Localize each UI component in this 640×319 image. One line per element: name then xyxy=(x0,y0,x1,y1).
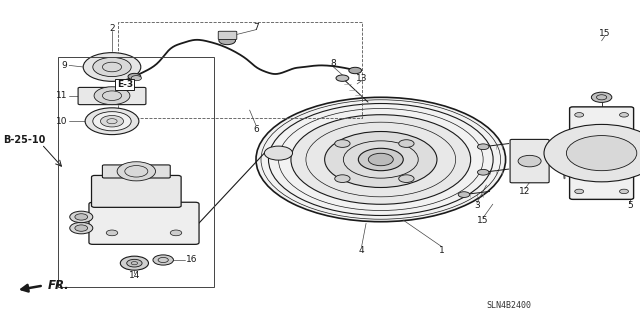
Text: 2: 2 xyxy=(109,24,115,33)
Circle shape xyxy=(70,211,93,223)
Text: 13: 13 xyxy=(122,83,134,92)
Text: 13: 13 xyxy=(356,74,367,83)
Text: 16: 16 xyxy=(186,256,197,264)
Circle shape xyxy=(477,169,489,175)
Circle shape xyxy=(153,255,173,265)
Circle shape xyxy=(518,155,541,167)
Circle shape xyxy=(544,124,640,182)
Bar xyxy=(58,57,214,287)
Circle shape xyxy=(566,136,637,171)
Circle shape xyxy=(219,36,236,45)
Text: 7: 7 xyxy=(253,23,259,32)
Text: SLN4B2400: SLN4B2400 xyxy=(486,301,531,310)
Circle shape xyxy=(264,146,292,160)
Circle shape xyxy=(256,97,506,222)
Text: FR.: FR. xyxy=(48,279,70,292)
FancyBboxPatch shape xyxy=(570,107,634,199)
Text: 14: 14 xyxy=(129,271,140,280)
Circle shape xyxy=(94,87,130,105)
Circle shape xyxy=(620,189,628,194)
Circle shape xyxy=(591,92,612,102)
Text: 11: 11 xyxy=(56,91,67,100)
Circle shape xyxy=(83,53,141,81)
Text: B-25-10: B-25-10 xyxy=(3,135,45,145)
Text: 3: 3 xyxy=(474,201,479,210)
Circle shape xyxy=(477,144,489,150)
Text: 8: 8 xyxy=(330,59,335,68)
Circle shape xyxy=(575,113,584,117)
Circle shape xyxy=(93,112,131,131)
FancyBboxPatch shape xyxy=(102,165,170,178)
Circle shape xyxy=(120,256,148,270)
Circle shape xyxy=(75,214,88,220)
Circle shape xyxy=(335,175,350,182)
FancyBboxPatch shape xyxy=(89,202,199,244)
FancyBboxPatch shape xyxy=(78,87,146,105)
Text: 6: 6 xyxy=(253,125,259,134)
Text: 12: 12 xyxy=(519,187,531,196)
Circle shape xyxy=(106,230,118,236)
Circle shape xyxy=(117,162,156,181)
Text: 1: 1 xyxy=(439,246,444,255)
Circle shape xyxy=(399,140,414,147)
Circle shape xyxy=(368,153,393,166)
Text: 5: 5 xyxy=(628,201,633,210)
Circle shape xyxy=(93,57,131,77)
FancyBboxPatch shape xyxy=(218,31,237,40)
Circle shape xyxy=(70,222,93,234)
Circle shape xyxy=(75,225,88,231)
Circle shape xyxy=(336,75,349,81)
Circle shape xyxy=(131,76,141,81)
Circle shape xyxy=(349,67,362,74)
Text: 4: 4 xyxy=(359,246,364,255)
Circle shape xyxy=(128,73,141,80)
Circle shape xyxy=(85,108,139,135)
Circle shape xyxy=(358,148,403,171)
Circle shape xyxy=(127,259,142,267)
Text: E-3: E-3 xyxy=(116,80,133,89)
Text: 15: 15 xyxy=(599,29,611,38)
Circle shape xyxy=(399,175,414,182)
Circle shape xyxy=(335,140,350,147)
Circle shape xyxy=(458,192,470,197)
FancyBboxPatch shape xyxy=(510,139,549,183)
Text: 15: 15 xyxy=(477,216,489,225)
Circle shape xyxy=(170,230,182,236)
Circle shape xyxy=(575,189,584,194)
FancyBboxPatch shape xyxy=(92,175,181,207)
Circle shape xyxy=(324,131,437,188)
Text: 9: 9 xyxy=(61,61,67,70)
Bar xyxy=(118,22,362,118)
Circle shape xyxy=(100,115,124,127)
Circle shape xyxy=(620,113,628,117)
Circle shape xyxy=(291,115,470,204)
Text: 10: 10 xyxy=(56,117,67,126)
